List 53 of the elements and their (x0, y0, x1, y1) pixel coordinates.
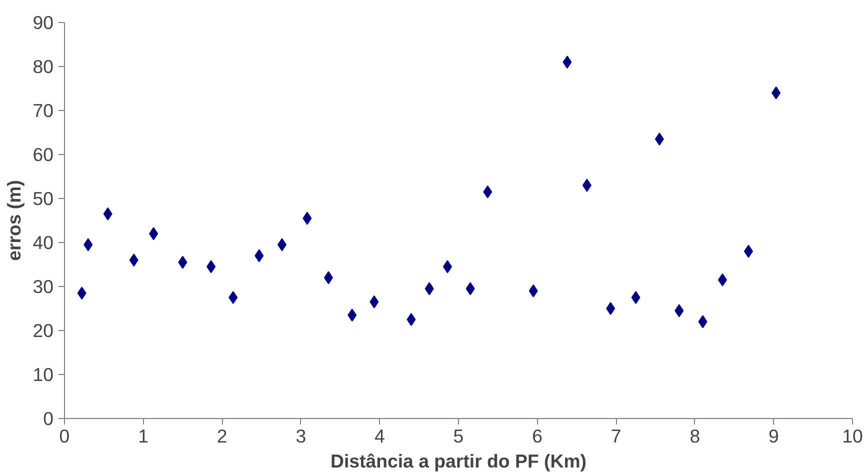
point (718, 273, 727, 286)
x-tick-label: 7 (610, 426, 622, 446)
y-tick-label: 60 (32, 144, 54, 165)
point (302, 212, 312, 225)
point (129, 254, 138, 267)
point (178, 256, 188, 269)
x-tick-label: 9 (768, 426, 779, 446)
point (424, 282, 434, 296)
point (528, 284, 538, 298)
x-tick-label: 6 (532, 426, 543, 446)
point (606, 302, 616, 315)
y-tick-label: 50 (32, 188, 54, 209)
point (582, 178, 592, 192)
point (466, 282, 475, 296)
point (744, 244, 753, 258)
x-axis-title: Distância a partir do PF (Km) (330, 450, 587, 472)
point (103, 207, 112, 220)
point (562, 56, 572, 69)
x-tick-label: 1 (138, 426, 149, 446)
y-tick-label: 20 (32, 320, 54, 341)
point (277, 238, 286, 252)
y-tick-label: 80 (32, 56, 54, 77)
x-tick-label: 4 (374, 426, 385, 446)
point (149, 227, 158, 240)
point (348, 308, 357, 322)
point (654, 132, 664, 146)
point (674, 304, 684, 318)
point (77, 286, 86, 300)
y-tick-label: 0 (43, 408, 54, 429)
x-tick-label: 5 (453, 426, 464, 446)
x-tick-label: 10 (842, 426, 863, 446)
y-tick-label: 70 (32, 100, 54, 121)
y-tick-label: 10 (32, 364, 54, 385)
x-tick-label: 3 (296, 426, 306, 446)
point (772, 86, 781, 100)
y-tick-label: 40 (32, 232, 54, 253)
point (370, 295, 379, 308)
point (483, 185, 492, 198)
x-tick-label: 0 (59, 426, 70, 446)
point (631, 291, 640, 304)
point (698, 315, 708, 328)
x-tick-label: 8 (690, 426, 700, 446)
point (228, 291, 238, 304)
point (442, 260, 452, 274)
y-axis-title: erros (m) (4, 180, 25, 261)
point (254, 249, 264, 262)
y-tick-label: 90 (32, 12, 54, 33)
point (406, 313, 416, 326)
point (324, 271, 333, 284)
point (84, 238, 93, 252)
x-tick-label: 2 (216, 426, 228, 446)
point (206, 260, 216, 274)
y-tick-label: 30 (32, 276, 54, 297)
